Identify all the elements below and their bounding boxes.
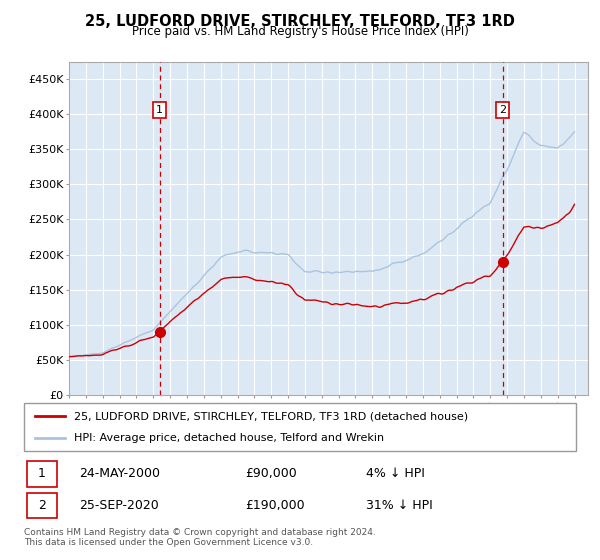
Text: £90,000: £90,000: [245, 468, 296, 480]
FancyBboxPatch shape: [24, 403, 576, 451]
Text: 1: 1: [38, 468, 46, 480]
Text: Contains HM Land Registry data © Crown copyright and database right 2024.
This d: Contains HM Land Registry data © Crown c…: [24, 528, 376, 547]
Text: 25-SEP-2020: 25-SEP-2020: [79, 499, 159, 512]
Text: 25, LUDFORD DRIVE, STIRCHLEY, TELFORD, TF3 1RD: 25, LUDFORD DRIVE, STIRCHLEY, TELFORD, T…: [85, 14, 515, 29]
Text: Price paid vs. HM Land Registry's House Price Index (HPI): Price paid vs. HM Land Registry's House …: [131, 25, 469, 38]
Text: 1: 1: [156, 105, 163, 115]
Text: 31% ↓ HPI: 31% ↓ HPI: [366, 499, 433, 512]
Text: 4% ↓ HPI: 4% ↓ HPI: [366, 468, 425, 480]
FancyBboxPatch shape: [27, 461, 57, 487]
Text: HPI: Average price, detached house, Telford and Wrekin: HPI: Average price, detached house, Telf…: [74, 433, 384, 443]
Text: 2: 2: [499, 105, 506, 115]
Text: 2: 2: [38, 499, 46, 512]
Text: 24-MAY-2000: 24-MAY-2000: [79, 468, 160, 480]
Text: 25, LUDFORD DRIVE, STIRCHLEY, TELFORD, TF3 1RD (detached house): 25, LUDFORD DRIVE, STIRCHLEY, TELFORD, T…: [74, 411, 468, 421]
FancyBboxPatch shape: [27, 493, 57, 518]
Text: £190,000: £190,000: [245, 499, 304, 512]
